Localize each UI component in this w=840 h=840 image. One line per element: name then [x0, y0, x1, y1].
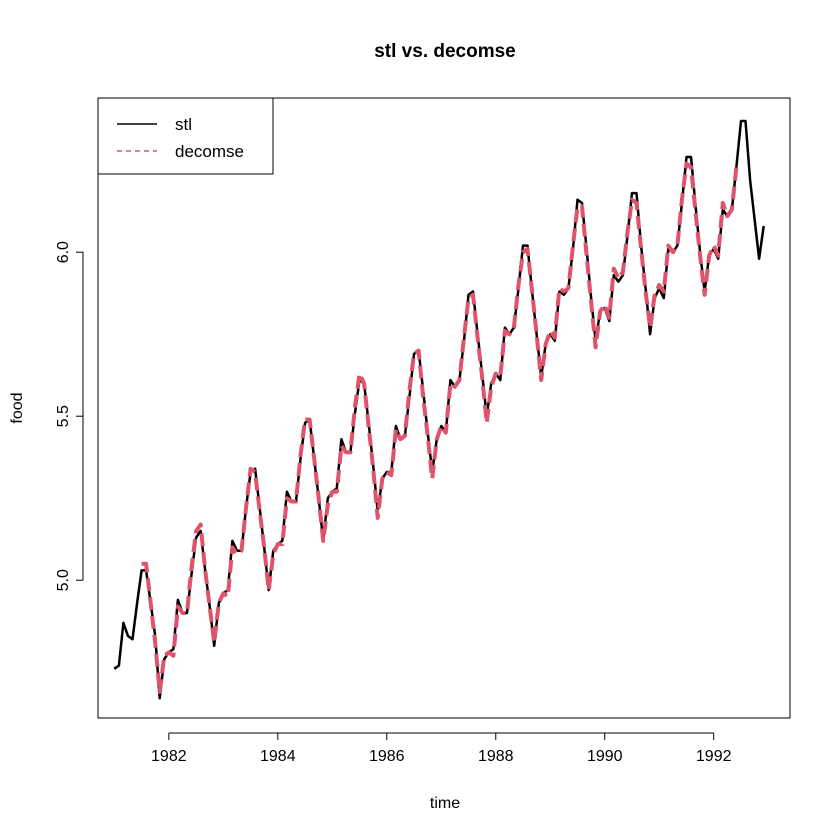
x-tick-label: 1984 — [260, 748, 296, 765]
legend: stl decomse — [97, 97, 274, 175]
x-tick-label: 1982 — [151, 748, 187, 765]
x-tick-label: 1986 — [369, 748, 405, 765]
series-layer — [113, 119, 765, 700]
y-axis-label: food — [9, 392, 26, 423]
x-axis-label: time — [430, 795, 460, 812]
plot-frame — [97, 97, 791, 719]
legend-label-stl: stl — [175, 115, 192, 134]
x-axis: 1982 1984 1986 1988 1990 1992 — [151, 732, 732, 765]
y-tick-label: 5.0 — [55, 569, 72, 591]
x-tick-label: 1988 — [478, 748, 514, 765]
y-axis: 5.0 5.5 6.0 — [55, 241, 84, 591]
legend-label-decomse: decomse — [175, 142, 244, 161]
y-tick-label: 6.0 — [55, 241, 72, 263]
chart-title: stl vs. decomse — [374, 41, 516, 62]
x-tick-label: 1990 — [587, 748, 623, 765]
legend-box — [97, 97, 274, 175]
y-tick-label: 5.5 — [55, 405, 72, 427]
x-tick-label: 1992 — [696, 748, 732, 765]
series-line-decomse — [141, 161, 741, 694]
